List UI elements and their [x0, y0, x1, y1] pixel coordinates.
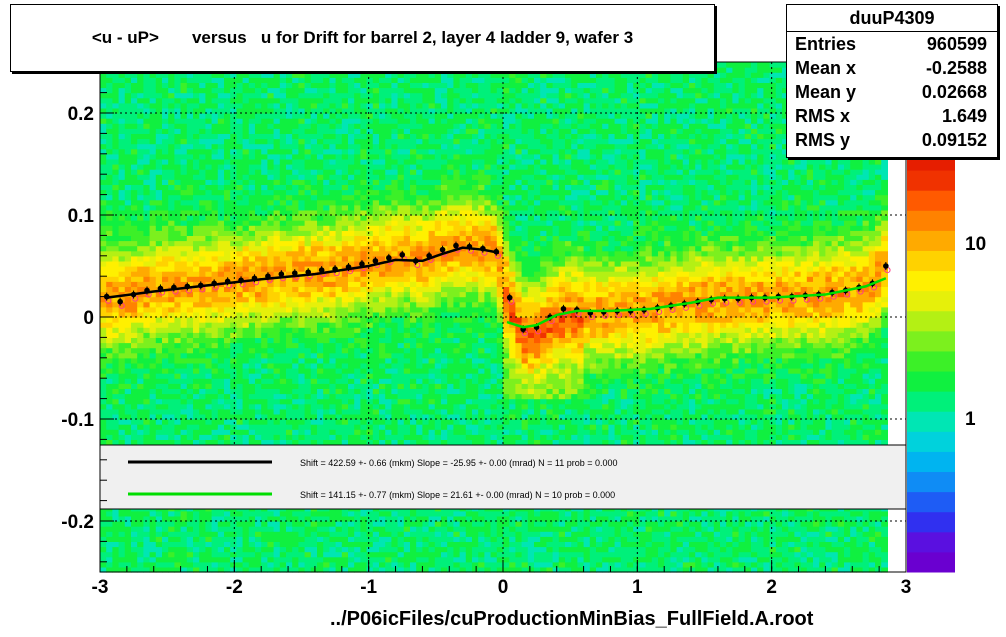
profile-point — [278, 271, 285, 277]
palette-swatch — [907, 391, 955, 412]
stats-label: Mean x — [795, 58, 857, 78]
stats-label: Mean y — [795, 82, 857, 102]
palette-swatch — [907, 411, 955, 432]
y-tick-label: -0.1 — [61, 410, 94, 431]
palette-tick-label: 1 — [965, 409, 976, 430]
stats-label: RMS y — [795, 130, 851, 150]
palette-swatch — [907, 511, 955, 533]
fit-line-green — [506, 277, 887, 329]
stats-row-entries: Entries 960599 — [787, 32, 997, 56]
stats-row-mean-x: Mean x -0.2588 — [787, 56, 997, 80]
fit-line-black — [106, 246, 500, 299]
profile-point — [560, 306, 567, 312]
profile-point — [399, 251, 406, 258]
x-tick-label: 1 — [632, 577, 643, 598]
stats-value: 0.09152 — [921, 130, 987, 150]
palette-tick-label: 10 — [965, 234, 986, 255]
x-tick-label: -1 — [360, 577, 377, 598]
x-tick-label: -3 — [92, 577, 109, 598]
palette-swatch — [907, 230, 955, 251]
legend-background — [99, 444, 907, 510]
palette-swatch — [907, 330, 955, 352]
stats-label: Entries — [795, 34, 857, 54]
palette-swatch — [907, 371, 955, 392]
palette-swatch — [907, 250, 955, 272]
legend-text: Shift = 422.59 +- 0.66 (mkm) Slope = -25… — [300, 458, 618, 468]
palette-swatch — [907, 210, 955, 231]
stats-row-rms-x: RMS x 1.649 — [787, 104, 997, 128]
y-tick-label: 0 — [83, 308, 94, 329]
palette-swatch — [907, 270, 955, 292]
x-tick-label: -2 — [226, 577, 243, 598]
axes: -3 -2 -1 0 1 2 3 0.2 0.1 0 -0.1 -0.2 — [61, 71, 912, 598]
source-file-label: ../P06icFiles/cuProductionMinBias_FullFi… — [330, 608, 814, 630]
stats-label: RMS x — [795, 106, 851, 126]
stats-box: duuP4309 Entries 960599 Mean x -0.2588 M… — [786, 4, 998, 158]
y-tick-label: 0.1 — [68, 206, 95, 227]
profile-point — [439, 246, 446, 253]
palette-swatch — [907, 170, 955, 191]
profile-point — [506, 294, 513, 301]
palette-swatch — [907, 491, 955, 513]
palette-swatch — [907, 471, 955, 493]
palette-swatch — [907, 551, 955, 573]
profile-point — [318, 267, 325, 273]
stats-value: 960599 — [926, 34, 987, 54]
stats-value: 1.649 — [941, 106, 987, 126]
palette-swatch — [907, 290, 955, 312]
y-tick-label: -0.2 — [61, 512, 94, 533]
palette-swatch — [907, 431, 955, 452]
profile-point — [117, 298, 123, 305]
palette-swatch — [907, 350, 955, 372]
palette-swatch — [907, 451, 955, 473]
stats-value: 0.02668 — [921, 82, 987, 102]
palette-swatch — [907, 310, 955, 332]
profile-point — [372, 258, 379, 264]
stats-row-mean-y: Mean y 0.02668 — [787, 80, 997, 104]
color-palette: 11010² — [907, 66, 992, 573]
y-tick-label: 0.2 — [68, 104, 94, 125]
profile-point — [883, 263, 889, 269]
legend-text: Shift = 141.15 +- 0.77 (mkm) Slope = 21.… — [300, 490, 615, 500]
stats-row-rms-y: RMS y 0.09152 — [787, 128, 997, 152]
palette-swatch — [907, 531, 955, 553]
profile-point — [386, 255, 392, 261]
x-tick-label: 2 — [766, 577, 777, 598]
fit-lines — [106, 246, 887, 329]
x-tick-label: 3 — [901, 577, 912, 598]
fit-legend: Shift = 422.59 +- 0.66 (mkm) Slope = -25… — [99, 444, 907, 510]
stats-value: -0.2588 — [925, 58, 987, 78]
profile-point — [453, 242, 459, 249]
x-tick-label: 0 — [498, 577, 509, 598]
chart-title: <u - uP> versus u for Drift for barrel 2… — [91, 28, 634, 47]
chart-title-box: <u - uP> versus u for Drift for barrel 2… — [10, 4, 715, 72]
profile-point — [359, 261, 365, 267]
profile-point — [291, 270, 298, 276]
stats-histogram-name: duuP4309 — [787, 5, 997, 32]
palette-swatch — [907, 190, 955, 211]
